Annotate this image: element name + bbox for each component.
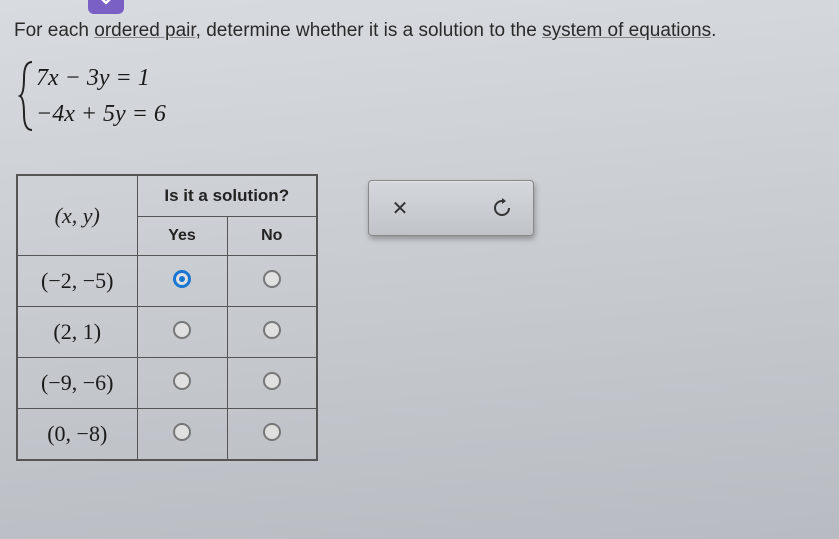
chevron-down-icon [98,0,114,6]
radio-yes[interactable] [173,423,191,441]
pair-cell: (−2, −5) [17,256,137,307]
button-panel: ✕ [368,180,534,236]
radio-no[interactable] [263,270,281,288]
solution-table: (x, y) Is it a solution? Yes No (−2, −5)… [16,174,318,461]
equation-1: 7x − 3y = 1 [36,60,839,96]
reset-button[interactable] [491,197,513,219]
question-suffix: . [711,20,716,41]
table-row: (2, 1) [17,307,317,358]
brace-icon [18,60,38,132]
radio-yes[interactable] [173,270,191,288]
x-icon: ✕ [392,196,409,221]
pair-cell: (2, 1) [17,307,137,358]
yes-header: Yes [137,217,227,256]
question-prefix: For each [14,20,94,41]
equation-2: −4x + 5y = 6 [36,96,839,132]
reset-icon [491,197,513,219]
pair-column-header: (x, y) [17,175,137,256]
clear-button[interactable]: ✕ [389,197,411,219]
pair-cell: (−9, −6) [17,358,137,409]
question-mid: , determine whether it is a solution to … [196,20,542,41]
dropdown-tab[interactable] [88,0,124,14]
equation-system: 7x − 3y = 1 −4x + 5y = 6 [36,60,839,132]
radio-no[interactable] [263,321,281,339]
table-row: (0, −8) [17,409,317,461]
pair-cell: (0, −8) [17,409,137,461]
link-ordered-pair[interactable]: ordered pair [94,20,195,41]
table-row: (−2, −5) [17,256,317,307]
radio-yes[interactable] [173,372,191,390]
solution-column-header: Is it a solution? [137,175,317,217]
radio-no[interactable] [263,423,281,441]
link-system-of-equations[interactable]: system of equations [542,20,711,41]
table-row: (−9, −6) [17,358,317,409]
question-text: For each ordered pair, determine whether… [0,0,839,42]
no-header: No [227,217,317,256]
radio-no[interactable] [263,372,281,390]
radio-yes[interactable] [173,321,191,339]
